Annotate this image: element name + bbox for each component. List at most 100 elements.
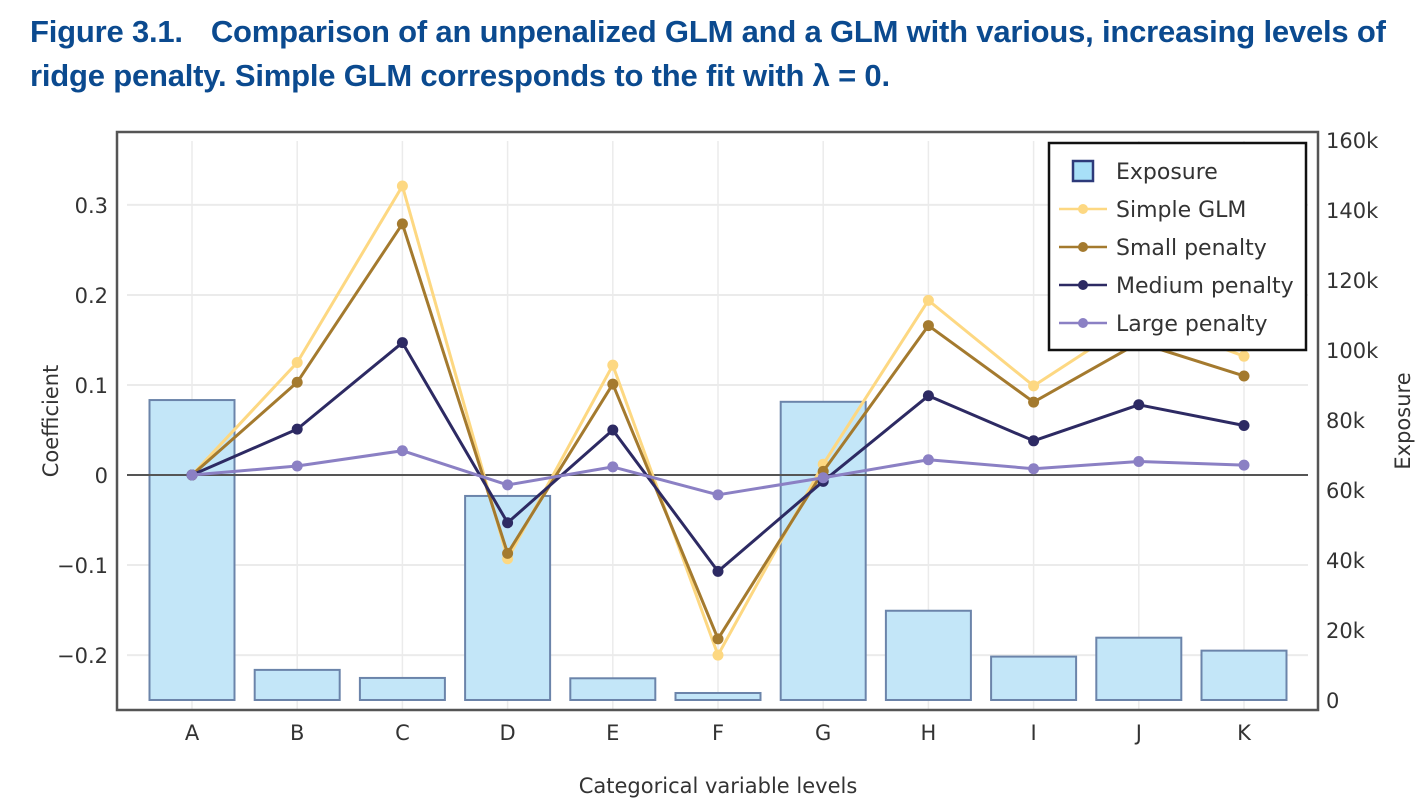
coefficient-lines [186, 180, 1250, 661]
figure-number: Figure 3.1. [30, 14, 183, 49]
exposure-bar-J [1095, 636, 1183, 701]
legend-item-small-penalty: Small penalty [1059, 236, 1267, 261]
point-medium-penalty-B [291, 423, 303, 435]
point-simple-glm-B [291, 356, 303, 368]
x-tick-label: J [1134, 721, 1142, 745]
point-small-penalty-I [1028, 396, 1040, 408]
exposure-bar-C [358, 676, 446, 701]
y2-tick-label: 60k [1326, 479, 1366, 503]
point-simple-glm-E [607, 359, 619, 371]
x-axis-title: Categorical variable levels [579, 774, 858, 798]
point-large-penalty-B [291, 460, 303, 472]
legend-label-large-penalty: Large penalty [1116, 312, 1268, 337]
plot-frame [115, 130, 1320, 712]
point-large-penalty-I [1028, 463, 1040, 475]
point-simple-glm-F [712, 649, 724, 661]
point-small-penalty-E [607, 378, 619, 390]
series-large-penalty [186, 445, 1250, 501]
exposure-bar-H [884, 609, 972, 701]
legend: Exposure Simple GLM Small penalty Medium pe… [1047, 141, 1308, 352]
point-large-penalty-H [922, 454, 934, 466]
x-tick-label: A [185, 721, 200, 745]
point-large-penalty-A [186, 469, 198, 481]
y2-axis-title: Exposure [1391, 372, 1415, 469]
exposure-bar-I [990, 655, 1078, 701]
x-tick-label: K [1237, 721, 1252, 745]
legend-label-small-penalty: Small penalty [1116, 236, 1267, 261]
y2-tick-label: 160k [1326, 129, 1379, 153]
y-tick-label: 0.1 [75, 374, 108, 398]
y2-tick-label: 40k [1326, 549, 1366, 573]
figure-caption: Figure 3.1. Comparison of an unpenalized … [30, 10, 1410, 98]
point-small-penalty-F [712, 633, 724, 645]
legend-item-simple-glm: Simple GLM [1059, 198, 1246, 223]
point-medium-penalty-E [607, 424, 619, 436]
point-large-penalty-D [502, 479, 514, 491]
y-tick-label: −0.2 [57, 644, 108, 668]
point-small-penalty-C [396, 218, 408, 230]
figure-caption-text: Comparison of an unpenalized GLM and a G… [30, 14, 1386, 93]
point-small-penalty-D [502, 547, 514, 559]
x-tick-label: C [395, 721, 410, 745]
legend-swatch-dot-medium-penalty [1078, 280, 1088, 290]
legend-swatch-dot-large-penalty [1078, 318, 1088, 328]
y2-tick-label: 140k [1326, 199, 1379, 223]
point-large-penalty-J [1133, 456, 1145, 468]
point-medium-penalty-K [1238, 420, 1250, 432]
legend-swatch-dot-simple-glm [1078, 204, 1088, 214]
y2-tick-label: 120k [1326, 269, 1379, 293]
point-medium-penalty-D [502, 517, 514, 529]
y2-tick-label: 80k [1326, 409, 1366, 433]
point-large-penalty-E [607, 461, 619, 473]
point-large-penalty-G [817, 472, 829, 484]
point-large-penalty-F [712, 489, 724, 501]
legend-label-simple-glm: Simple GLM [1116, 198, 1246, 223]
x-tick-label: H [921, 721, 937, 745]
point-simple-glm-C [396, 180, 408, 192]
y-axis-left: −0.2 −0.1 0 0.1 0.2 0.3 [57, 194, 108, 668]
y-tick-label: 0.2 [75, 284, 108, 308]
x-tick-label: B [290, 721, 304, 745]
legend-label-medium-penalty: Medium penalty [1116, 274, 1294, 299]
x-axis: A B C D E F G H I J K [185, 721, 1252, 745]
point-small-penalty-H [922, 320, 934, 332]
exposure-bar-K [1200, 649, 1288, 701]
exposure-bar-D [464, 494, 552, 701]
y-axis-right: 0 20k 40k 60k 80k 100k 120k 140k 160k [1326, 129, 1379, 713]
x-tick-label: F [712, 721, 724, 745]
exposure-bar-E [569, 677, 657, 701]
y-tick-label: −0.1 [57, 554, 108, 578]
point-small-penalty-K [1238, 370, 1250, 382]
point-medium-penalty-J [1133, 399, 1145, 411]
x-tick-label: I [1030, 721, 1036, 745]
legend-swatch-exposure [1071, 159, 1095, 183]
x-tick-label: D [500, 721, 516, 745]
point-medium-penalty-F [712, 565, 724, 577]
y-axis-title: Coefficient [39, 365, 63, 478]
exposure-bar-F [674, 691, 762, 701]
point-simple-glm-I [1028, 380, 1040, 392]
point-medium-penalty-H [922, 390, 934, 402]
legend-swatch-dot-small-penalty [1078, 242, 1088, 252]
point-large-penalty-C [396, 445, 408, 457]
exposure-bars [148, 399, 1288, 701]
x-tick-label: E [606, 721, 619, 745]
y2-tick-label: 20k [1326, 619, 1366, 643]
legend-label-exposure: Exposure [1116, 160, 1218, 185]
point-large-penalty-K [1238, 459, 1250, 471]
legend-item-medium-penalty: Medium penalty [1059, 274, 1294, 299]
point-small-penalty-B [291, 376, 303, 388]
y-tick-label: 0 [95, 464, 108, 488]
legend-item-exposure: Exposure [1071, 159, 1218, 185]
exposure-bar-B [253, 668, 341, 701]
y-tick-label: 0.3 [75, 194, 108, 218]
point-medium-penalty-C [396, 337, 408, 349]
point-medium-penalty-I [1028, 435, 1040, 447]
y2-tick-label: 0 [1326, 689, 1339, 713]
exposure-bar-G [779, 400, 867, 701]
legend-item-large-penalty: Large penalty [1059, 312, 1268, 337]
point-simple-glm-K [1238, 350, 1250, 362]
y2-tick-label: 100k [1326, 339, 1379, 363]
point-simple-glm-H [922, 294, 934, 306]
